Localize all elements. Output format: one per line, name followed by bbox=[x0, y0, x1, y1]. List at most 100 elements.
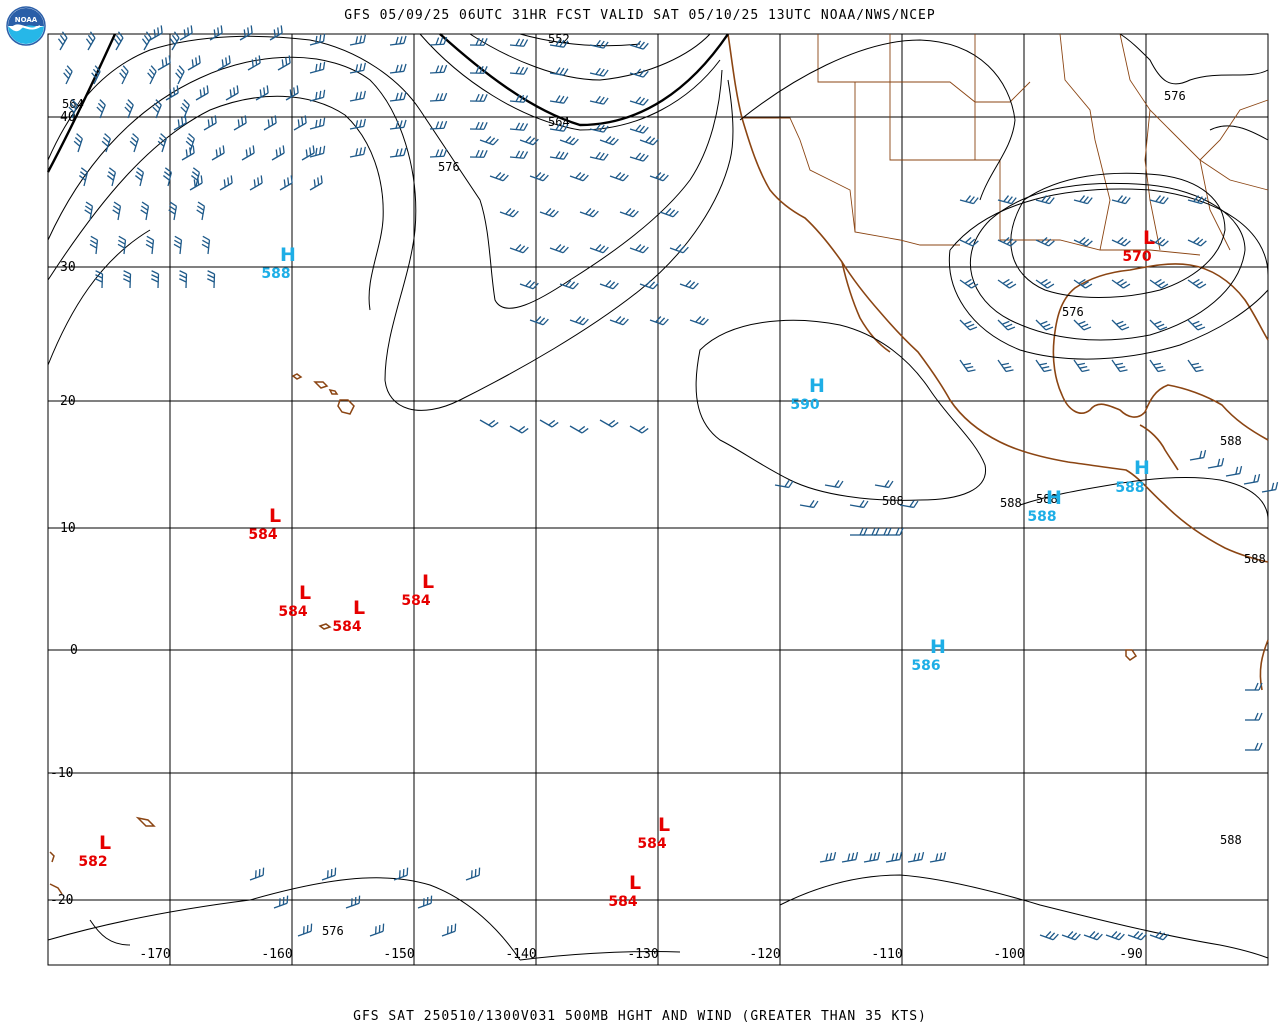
wind-barb bbox=[1035, 359, 1052, 373]
low-value: 584 bbox=[248, 527, 277, 543]
wind-barb bbox=[429, 120, 448, 130]
low-letter: L bbox=[1143, 227, 1155, 249]
wind-barb bbox=[389, 119, 407, 130]
noaa-logo-icon: NOAA bbox=[6, 6, 46, 46]
wind-barb bbox=[247, 55, 261, 71]
wind-barb bbox=[201, 235, 211, 255]
high-letter: H bbox=[809, 375, 825, 397]
wind-barb bbox=[509, 244, 529, 254]
wind-barb bbox=[151, 270, 160, 289]
wind-barb bbox=[169, 31, 180, 51]
contour-label: 576 bbox=[1164, 89, 1186, 103]
wind-barb bbox=[1035, 319, 1054, 331]
wind-barb bbox=[211, 145, 225, 161]
wind-barb bbox=[195, 85, 209, 101]
lon-label: -170 bbox=[139, 947, 170, 962]
high-value: 588 bbox=[261, 266, 290, 282]
wind-barb bbox=[140, 201, 150, 221]
wind-barb bbox=[417, 895, 433, 909]
wind-barb bbox=[549, 123, 569, 132]
low-letter: L bbox=[99, 832, 111, 854]
wind-barb bbox=[273, 895, 289, 909]
wind-barb bbox=[173, 235, 183, 255]
low-letter: L bbox=[269, 505, 281, 527]
wind-barb bbox=[1149, 359, 1166, 373]
wind-barb bbox=[559, 136, 579, 146]
wind-barb bbox=[187, 55, 201, 71]
wind-barb bbox=[73, 133, 83, 153]
wind-barb bbox=[479, 136, 499, 146]
wind-barb bbox=[165, 85, 179, 101]
wind-barb bbox=[249, 175, 263, 191]
contour-label: 588 bbox=[1036, 492, 1058, 506]
low-value: 584 bbox=[278, 604, 307, 620]
wind-barb bbox=[509, 425, 529, 434]
wind-barb bbox=[629, 152, 649, 162]
wind-barb bbox=[1073, 278, 1093, 289]
wind-barb bbox=[639, 280, 659, 290]
wind-barb bbox=[301, 145, 315, 161]
lat-label: 40 bbox=[60, 110, 76, 125]
wind-barb bbox=[57, 31, 68, 51]
wind-barb bbox=[549, 244, 569, 254]
wind-barb bbox=[123, 270, 132, 289]
wind-barb bbox=[1149, 931, 1169, 941]
wind-barb bbox=[369, 923, 385, 937]
contour-label: 552 bbox=[548, 32, 570, 46]
lat-label: 30 bbox=[60, 260, 76, 275]
low-center: L 584 bbox=[608, 872, 641, 910]
wind-barb bbox=[393, 867, 409, 881]
wind-barb bbox=[1035, 278, 1055, 289]
wind-barb bbox=[279, 175, 293, 191]
contour-label: 564 bbox=[548, 115, 570, 129]
wind-barb bbox=[1149, 278, 1169, 289]
wind-barb bbox=[95, 270, 104, 289]
low-value: 570 bbox=[1122, 249, 1151, 265]
lon-label: -110 bbox=[871, 947, 902, 962]
high-value: 588 bbox=[1115, 480, 1144, 496]
wind-barb bbox=[1127, 931, 1147, 941]
wind-barb bbox=[899, 500, 919, 509]
wind-barb bbox=[263, 115, 277, 131]
wind-barb bbox=[1083, 931, 1103, 941]
wind-barb bbox=[271, 145, 285, 161]
wind-barb bbox=[519, 280, 539, 290]
wind-barb bbox=[599, 136, 619, 146]
wind-barb bbox=[469, 65, 488, 74]
wind-barb bbox=[589, 95, 609, 105]
chart-caption: GFS SAT 250510/1300V031 500MB HGHT AND W… bbox=[353, 1009, 927, 1024]
wind-barb bbox=[233, 115, 247, 131]
high-center: H 588 bbox=[1115, 457, 1150, 496]
wind-barb bbox=[309, 33, 326, 46]
lon-label: -150 bbox=[383, 947, 414, 962]
logo-text: NOAA bbox=[15, 16, 38, 24]
wind-barb bbox=[589, 123, 609, 133]
wind-barb bbox=[429, 36, 448, 46]
wind-barb bbox=[239, 25, 253, 41]
wind-barb bbox=[874, 480, 894, 489]
wind-barb bbox=[277, 55, 291, 71]
wind-barb bbox=[659, 208, 679, 218]
low-letter: L bbox=[658, 814, 670, 836]
wind-barb bbox=[1245, 682, 1263, 691]
wind-barb bbox=[863, 852, 881, 863]
wind-barb bbox=[134, 167, 145, 187]
wind-barb bbox=[429, 92, 448, 102]
wind-barb bbox=[157, 55, 171, 71]
wind-barb bbox=[469, 149, 488, 158]
wind-barbs bbox=[57, 25, 1279, 941]
wind-barb bbox=[321, 867, 337, 881]
high-letter: H bbox=[1046, 487, 1062, 509]
wind-barb bbox=[509, 66, 529, 75]
wind-barb bbox=[997, 195, 1017, 205]
wind-barb bbox=[309, 117, 326, 130]
lon-label: -90 bbox=[1119, 947, 1142, 962]
wind-barb bbox=[119, 65, 129, 85]
wind-barb bbox=[509, 94, 529, 103]
contour-label: 588 bbox=[1220, 434, 1242, 448]
high-center: H 586 bbox=[911, 636, 946, 674]
wind-barb bbox=[669, 244, 689, 254]
latitude-labels: 40 30 20 10 0 -10 -20 bbox=[50, 110, 78, 908]
wind-barb bbox=[1189, 450, 1207, 461]
